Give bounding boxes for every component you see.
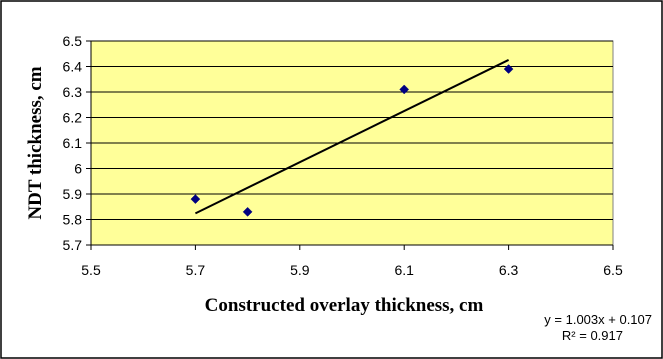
x-tick-label: 6.5 — [603, 262, 623, 278]
y-tick-label: 6.1 — [63, 135, 83, 151]
y-tick-label: 6.5 — [63, 33, 83, 49]
x-tick-label: 5.5 — [81, 262, 101, 278]
trendline-equation: y = 1.003x + 0.107 — [544, 312, 652, 327]
gridlines — [86, 40, 614, 250]
x-axis-title: Constructed overlay thickness, cm — [205, 295, 484, 316]
y-axis-title: NDT thickness, cm — [25, 66, 46, 219]
y-tick-label: 5.9 — [63, 186, 83, 202]
data-point — [242, 206, 253, 217]
x-tick-label: 5.7 — [186, 262, 206, 278]
x-tick-label: 5.9 — [290, 262, 310, 278]
trendline — [194, 58, 510, 215]
y-tick-label: 6.3 — [63, 84, 83, 100]
x-tick-label: 6.1 — [394, 262, 414, 278]
trendline-r-squared: R² = 0.917 — [562, 328, 623, 343]
x-tick-labels: 5.5 5.7 5.9 6.1 6.3 6.5 — [81, 262, 623, 278]
data-points — [190, 64, 514, 217]
trendline-group — [194, 58, 510, 215]
y-tick-label: 6.4 — [63, 59, 83, 75]
data-point — [503, 64, 514, 74]
y-tick-label: 6.2 — [63, 110, 83, 126]
y-tick-label: 5.8 — [63, 212, 83, 228]
data-point — [399, 84, 410, 95]
x-tick-label: 6.3 — [499, 262, 519, 278]
data-point — [190, 194, 201, 204]
y-tick-labels: 5.7 5.8 5.9 6 6.1 6.2 6.3 6.4 6.5 — [63, 33, 83, 253]
y-tick-label: 5.7 — [63, 237, 83, 253]
y-tick-label: 6 — [74, 161, 82, 177]
